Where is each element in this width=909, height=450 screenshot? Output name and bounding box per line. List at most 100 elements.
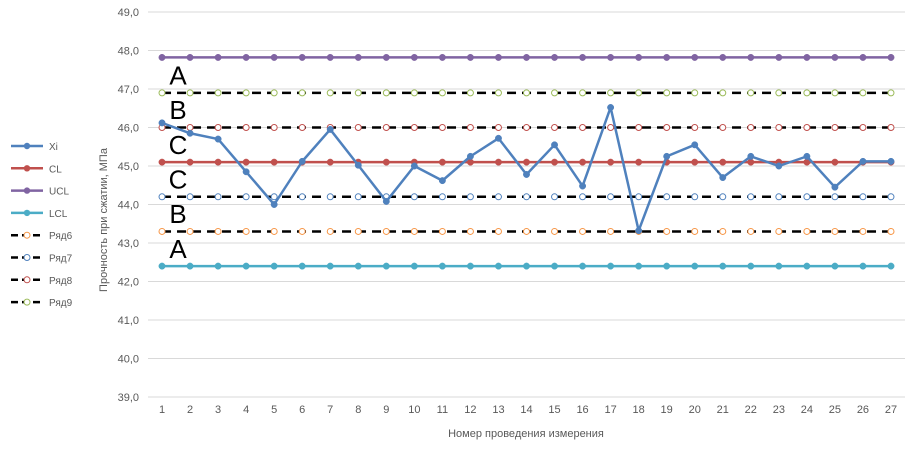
data-point xyxy=(326,53,334,61)
data-point xyxy=(270,193,278,201)
data-point xyxy=(354,53,362,61)
data-point xyxy=(466,53,474,61)
data-point xyxy=(466,152,474,160)
data-point xyxy=(747,89,755,97)
data-point xyxy=(747,124,755,131)
data-point xyxy=(859,53,867,61)
data-point xyxy=(551,262,558,270)
data-point xyxy=(354,262,362,270)
data-point xyxy=(466,193,474,201)
data-point xyxy=(382,53,390,61)
data-point xyxy=(635,193,643,201)
data-point xyxy=(158,119,166,127)
data-point xyxy=(382,158,390,166)
legend-label: Ряд7 xyxy=(49,254,73,265)
data-point xyxy=(579,53,587,61)
data-point xyxy=(382,262,390,270)
data-point xyxy=(382,197,390,205)
data-point xyxy=(242,89,250,97)
data-point xyxy=(691,124,699,131)
data-point xyxy=(747,262,755,270)
data-point xyxy=(242,193,250,201)
data-point xyxy=(635,262,643,270)
data-point xyxy=(635,158,643,166)
data-point xyxy=(579,182,587,190)
data-point xyxy=(186,53,194,61)
legend-label: LCL xyxy=(49,209,68,220)
legend-label: Ряд8 xyxy=(49,276,73,287)
data-point xyxy=(186,262,194,270)
data-point xyxy=(607,193,615,201)
data-point xyxy=(438,193,446,201)
data-point xyxy=(579,124,587,131)
data-point xyxy=(382,89,390,97)
legend-swatch-marker xyxy=(23,276,31,284)
legend-label: CL xyxy=(49,164,62,175)
data-point xyxy=(242,227,250,235)
legend-swatch-marker xyxy=(23,209,31,217)
data-point xyxy=(691,141,699,149)
data-point xyxy=(214,124,222,131)
y-tick-label: 41,0 xyxy=(118,315,139,327)
data-point xyxy=(298,53,306,61)
legend-swatch-marker xyxy=(23,298,31,306)
y-tick-label: 39,0 xyxy=(118,392,139,404)
x-tick-label: 23 xyxy=(773,404,785,416)
legend-item: Xi xyxy=(11,142,58,153)
data-point xyxy=(158,262,166,270)
data-point xyxy=(803,53,811,61)
data-point xyxy=(719,174,727,182)
data-point xyxy=(494,193,502,201)
x-tick-label: 17 xyxy=(604,404,616,416)
legend-label: Ряд9 xyxy=(49,298,73,309)
series-UCL xyxy=(158,53,895,61)
data-point xyxy=(466,89,474,97)
x-tick-label: 11 xyxy=(437,404,448,416)
legend-swatch-marker xyxy=(23,254,31,261)
data-point xyxy=(719,158,727,166)
data-point xyxy=(551,141,558,149)
zone-label: A xyxy=(169,61,187,91)
data-point xyxy=(410,227,418,235)
data-point xyxy=(691,227,699,235)
data-point xyxy=(410,89,418,97)
data-point xyxy=(523,193,530,201)
data-point xyxy=(270,124,278,131)
x-tick-label: 9 xyxy=(383,404,389,416)
data-point xyxy=(775,262,783,270)
series-Ряд6 xyxy=(158,227,895,235)
data-point xyxy=(691,53,699,61)
data-point xyxy=(270,227,278,235)
x-tick-label: 10 xyxy=(408,404,420,416)
data-point xyxy=(551,124,559,131)
data-point xyxy=(663,53,671,61)
legend-item: UCL xyxy=(11,187,69,198)
data-point xyxy=(859,262,867,270)
series-Ряд7 xyxy=(158,193,895,201)
x-tick-label: 6 xyxy=(299,404,305,416)
y-tick-label: 47,0 xyxy=(118,84,139,96)
data-point xyxy=(663,124,671,131)
legend-item: Ряд6 xyxy=(11,231,73,242)
data-point xyxy=(887,227,895,235)
data-point xyxy=(831,262,839,270)
data-point xyxy=(523,262,530,270)
data-point xyxy=(775,193,783,201)
data-point xyxy=(747,227,755,235)
data-point xyxy=(803,262,811,270)
data-point xyxy=(438,177,446,185)
data-point xyxy=(551,158,558,166)
data-point xyxy=(607,227,615,235)
data-point xyxy=(354,161,362,169)
data-point xyxy=(270,53,278,61)
x-tick-label: 7 xyxy=(327,404,333,416)
series-layer xyxy=(158,53,895,270)
x-tick-label: 1 xyxy=(159,404,165,416)
data-point xyxy=(775,227,783,235)
data-point xyxy=(495,158,502,166)
x-tick-label: 3 xyxy=(215,404,221,416)
data-point xyxy=(691,193,699,201)
data-point xyxy=(270,89,278,97)
data-point xyxy=(326,158,334,166)
data-point xyxy=(466,124,474,131)
